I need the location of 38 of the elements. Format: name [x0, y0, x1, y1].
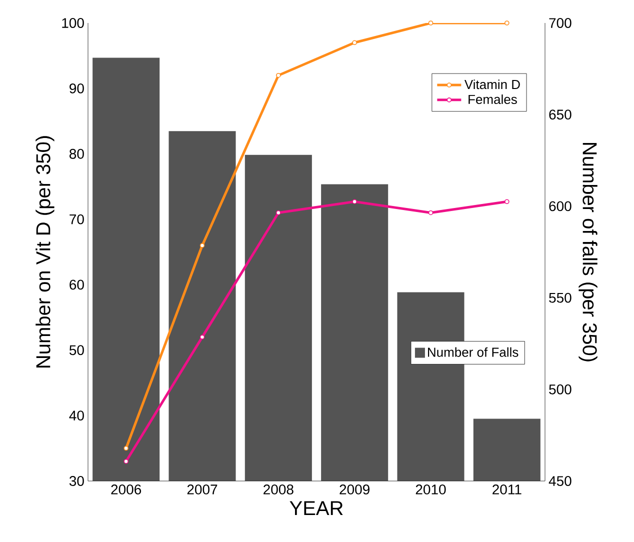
x-tick-label: 2006	[111, 484, 142, 494]
point	[124, 458, 128, 464]
point	[428, 210, 434, 216]
y2-axis-title: Number of falls (per 350)	[578, 143, 598, 362]
legend-label: Vitamin D	[464, 80, 520, 90]
point	[428, 20, 434, 26]
point	[200, 243, 205, 248]
x-tick-label: 2010	[416, 484, 446, 494]
y-tick-label: 70	[70, 214, 84, 224]
y-tick-label: 60	[70, 280, 84, 290]
y-tick-label: 30	[69, 476, 84, 486]
point	[352, 199, 357, 204]
point	[504, 199, 510, 204]
y2-tick-label: 600	[549, 201, 572, 212]
y2-tick-label: 450	[548, 476, 572, 486]
x-axis-title: YEAR	[290, 501, 343, 516]
legend-label: Number of Falls	[428, 347, 518, 357]
y-tick-label: 90	[70, 83, 84, 94]
y-tick-label: 50	[69, 345, 84, 356]
point	[276, 72, 281, 78]
point	[124, 446, 128, 451]
y2-tick-label: 700	[549, 18, 572, 28]
y-tick-label: 80	[70, 148, 84, 159]
y2-tick-label: 650	[549, 110, 572, 120]
legend-label: Females	[468, 94, 517, 104]
y2-tick-label: 550	[549, 292, 572, 303]
point	[200, 334, 205, 340]
y-axis-title: Number on Vit D (per 350)	[36, 136, 54, 368]
y-tick-label: 100	[62, 18, 84, 28]
y-tick-label: 40	[69, 410, 84, 421]
x-tick-label: 2009	[340, 484, 370, 494]
point	[276, 210, 281, 216]
x-tick-label: 2008	[264, 484, 294, 494]
point	[504, 20, 510, 26]
x-tick-label: 2007	[187, 484, 218, 494]
point	[352, 40, 357, 46]
y2-tick-label: 500	[549, 384, 572, 394]
x-tick-label: 2011	[492, 484, 522, 494]
